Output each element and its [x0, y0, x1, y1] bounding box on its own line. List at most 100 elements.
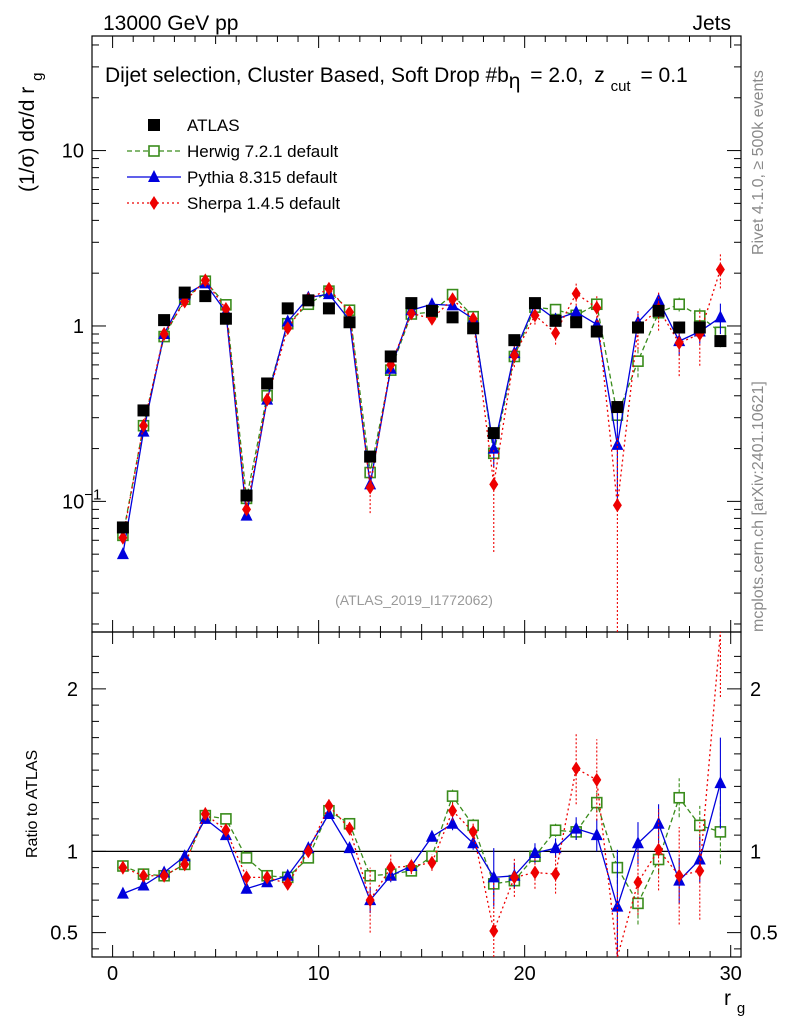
ratio-point-sherpa: [345, 821, 355, 836]
point-atlas: [384, 350, 397, 363]
point-atlas: [549, 314, 562, 327]
ratio-point-pythia: [714, 776, 727, 789]
chart-title-beta-symbol: η: [509, 70, 521, 93]
legend-item-sherpa: Sherpa 1.4.5 default: [127, 194, 340, 213]
ratio-point-pythia: [487, 870, 500, 883]
ratio-point-sherpa: [242, 870, 252, 885]
chart-title: Dijet selection, Cluster Based, Soft Dro…: [105, 64, 688, 96]
chart-title-z: z: [594, 64, 605, 87]
point-sherpa: [551, 326, 561, 341]
ratio-point-herwig: [220, 813, 232, 825]
legend-marker: [148, 170, 160, 182]
y-tick-label: 1: [73, 316, 84, 338]
ratio-point-sherpa: [406, 859, 416, 873]
point-pythia: [714, 310, 727, 323]
point-sherpa: [715, 262, 725, 277]
point-atlas: [364, 450, 377, 463]
ratio-point-sherpa: [200, 807, 210, 821]
ratio-point-sherpa: [448, 803, 458, 818]
y-tick-label-exponent: −1: [84, 486, 101, 503]
analysis-watermark: (ATLAS_2019_I1772062): [335, 592, 493, 608]
ratio-y-axis-label: Ratio to ATLAS: [24, 750, 41, 858]
point-atlas: [281, 302, 294, 315]
ratio-point-sherpa: [592, 772, 602, 787]
point-atlas: [322, 302, 335, 315]
legend-marker: [149, 196, 159, 210]
ratio-point-sherpa: [118, 860, 128, 875]
point-sherpa: [118, 530, 128, 545]
point-atlas: [116, 521, 129, 534]
ratio-series-sherpa: [118, 631, 722, 958]
y-axis-label: (1/σ) dσ/d r g: [16, 73, 46, 192]
ratio-point-herwig: [446, 790, 459, 802]
ratio-point-sherpa: [159, 868, 169, 883]
header-category: Jets: [692, 12, 731, 35]
x-tick-label: 10: [308, 963, 330, 985]
point-sherpa: [468, 311, 478, 326]
point-atlas: [405, 297, 418, 310]
point-pythia: [652, 293, 665, 306]
ratio-point-pythia: [281, 868, 294, 881]
ratio-line-sherpa: [122, 631, 722, 958]
ratio-series-pythia: [116, 737, 727, 957]
ratio-y-tick-label: 0.5: [50, 923, 78, 945]
point-atlas: [528, 297, 541, 310]
point-atlas: [570, 316, 583, 329]
chart-title-main: Dijet selection, Cluster Based, Soft Dro…: [105, 64, 509, 87]
point-atlas: [611, 401, 624, 414]
y-axis-label-sub: g: [29, 73, 46, 81]
ratio-point-pythia: [570, 821, 583, 834]
point-atlas: [487, 427, 500, 440]
ratio-point-pythia: [467, 836, 480, 849]
point-sherpa: [139, 418, 149, 433]
point-atlas: [302, 294, 315, 307]
ratio-point-sherpa: [654, 842, 664, 857]
legend: ATLAS Herwig 7.2.1 default Pythia 8.315 de…: [127, 116, 340, 213]
ratio-point-sherpa: [180, 857, 190, 872]
ratio-y-tick-label-right: 0.5: [750, 923, 778, 945]
point-sherpa: [221, 301, 231, 316]
series-line-sherpa: [122, 269, 722, 538]
point-atlas: [137, 404, 150, 417]
series-pythia: [116, 276, 727, 560]
ratio-point-sherpa: [571, 761, 581, 776]
ratio-point-sherpa: [303, 844, 313, 859]
point-atlas: [508, 334, 521, 347]
y-tick-label: 10−1: [62, 486, 101, 513]
ratio-point-pythia: [240, 881, 253, 894]
point-atlas: [261, 377, 274, 390]
ratio-point-pythia: [549, 841, 562, 854]
ratio-point-pythia: [528, 846, 541, 858]
point-pythia: [487, 441, 500, 454]
x-axis-label-main: r: [724, 987, 731, 1010]
legend-item-pythia: Pythia 8.315 default: [127, 168, 338, 187]
mcplots-label: mcplots.cern.ch [arXiv:2401.10621]: [750, 381, 767, 632]
ratio-point-herwig: [549, 824, 562, 837]
point-sherpa: [345, 305, 355, 320]
ratio-series-group: [116, 631, 727, 958]
ratio-point-sherpa: [221, 823, 231, 838]
point-sherpa: [283, 321, 293, 336]
ratio-point-pythia: [116, 886, 129, 899]
point-sherpa: [674, 335, 684, 350]
ratio-point-sherpa: [468, 824, 478, 839]
point-sherpa: [262, 392, 272, 407]
series-atlas: [116, 286, 727, 534]
point-atlas: [219, 312, 232, 325]
ratio-point-sherpa: [262, 870, 272, 885]
point-atlas: [714, 335, 727, 348]
ratio-point-pythia: [446, 816, 459, 829]
point-atlas: [343, 316, 356, 329]
ratio-line-herwig: [122, 794, 721, 905]
y-tick-label: 10: [62, 141, 84, 163]
ratio-point-herwig: [240, 852, 253, 864]
legend-label: Pythia 8.315 default: [187, 168, 338, 187]
point-atlas: [590, 325, 603, 338]
point-herwig: [632, 355, 644, 367]
x-tick-label: 0: [107, 963, 118, 985]
series-line-pythia: [122, 282, 721, 555]
ratio-point-sherpa: [386, 860, 396, 875]
point-sherpa: [159, 327, 169, 341]
y-tick-label-base: 10: [62, 491, 84, 513]
ratio-point-pythia: [343, 841, 356, 854]
